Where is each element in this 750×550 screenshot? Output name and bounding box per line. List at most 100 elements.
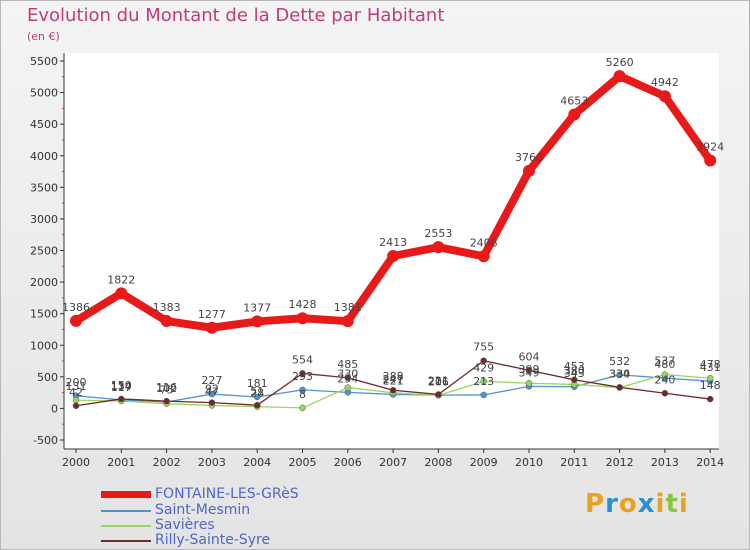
logo-letter: P (585, 489, 606, 519)
data-label: 330 (609, 368, 630, 381)
data-point (341, 315, 354, 328)
x-tick-label: 2006 (334, 456, 362, 469)
x-tick-label: 2003 (198, 456, 226, 469)
data-point (706, 395, 714, 403)
data-label: 47 (205, 385, 219, 398)
data-label: 51 (250, 385, 264, 398)
data-point (299, 370, 306, 377)
data-label: 5260 (606, 56, 634, 69)
data-label: 343 (564, 367, 585, 380)
data-label: 349 (519, 366, 540, 379)
data-label: 1277 (198, 308, 226, 321)
data-point (661, 371, 669, 378)
data-point (344, 374, 352, 382)
data-label: 75 (160, 384, 174, 397)
data-point (480, 378, 487, 385)
data-label: 4653 (560, 95, 588, 108)
data-point (661, 390, 669, 397)
data-label: 1377 (243, 301, 271, 314)
data-label: 227 (201, 374, 222, 387)
data-label: 485 (337, 358, 358, 371)
legend-swatch-saint-mesmin (101, 510, 151, 512)
data-point (253, 401, 261, 409)
data-point (480, 357, 487, 364)
data-point (480, 391, 487, 399)
x-tick-label: 2007 (379, 456, 407, 469)
data-point (299, 386, 306, 394)
data-point (432, 241, 445, 254)
data-label: 148 (700, 379, 721, 392)
data-label: 554 (292, 353, 313, 366)
data-label: 134 (111, 380, 132, 393)
legend-label-rilly: Rilly-Sainte-Syre (155, 532, 271, 548)
data-label: 537 (654, 354, 675, 367)
data-label: 3924 (696, 141, 724, 154)
data-point (118, 395, 125, 403)
data-label: 28 (250, 387, 264, 400)
data-point (205, 321, 218, 334)
data-label: 131 (66, 380, 87, 393)
logo-letter: t (665, 489, 679, 519)
data-label: 480 (654, 358, 675, 371)
y-tick-label: 1000 (30, 339, 58, 352)
data-label: 380 (564, 364, 585, 377)
proxiti-logo: Proxiti (585, 489, 689, 519)
logo-letter: o (618, 489, 638, 519)
data-label: 116 (156, 381, 177, 394)
legend-swatch-savieres (101, 525, 151, 527)
data-label: 221 (383, 374, 404, 387)
x-tick-label: 2004 (243, 456, 271, 469)
x-tick-label: 2001 (107, 456, 135, 469)
x-tick-label: 2008 (424, 456, 452, 469)
data-label: 2553 (424, 227, 452, 240)
y-tick-label: 0 (51, 402, 58, 415)
data-label: 42 (69, 386, 83, 399)
data-point (616, 384, 623, 391)
data-point (525, 367, 533, 374)
data-label: 4942 (651, 76, 679, 89)
data-label: 293 (292, 370, 313, 383)
x-tick-label: 2013 (651, 456, 679, 469)
x-tick-label: 2009 (470, 456, 498, 469)
data-point (435, 391, 442, 398)
data-label: 254 (337, 372, 358, 385)
data-label: 478 (700, 358, 721, 371)
data-label: 181 (247, 377, 268, 390)
y-tick-label: 500 (37, 371, 58, 384)
data-label: 117 (111, 381, 132, 394)
data-point (253, 393, 261, 401)
data-point (299, 404, 306, 412)
data-point (477, 250, 490, 263)
x-tick-label: 2012 (606, 456, 634, 469)
logo-letter: i (678, 489, 689, 519)
data-label: 240 (654, 373, 675, 386)
data-label: 150 (111, 379, 132, 392)
data-label: 288 (383, 370, 404, 383)
data-label: 1822 (107, 273, 135, 286)
logo-letter: x (637, 489, 656, 519)
y-tick-label: 5000 (30, 87, 58, 100)
legend-label-saint-mesmin: Saint-Mesmin (155, 502, 251, 518)
data-label: 604 (519, 350, 540, 363)
data-point (70, 314, 82, 327)
x-tick-label: 2014 (696, 456, 724, 469)
data-point (344, 384, 352, 391)
data-point (163, 397, 170, 405)
x-tick-label: 2000 (62, 456, 90, 469)
data-label: 429 (473, 361, 494, 374)
data-label: 211 (428, 375, 449, 388)
data-point (389, 386, 397, 394)
x-tick-label: 2010 (515, 456, 543, 469)
data-label: 102 (156, 382, 177, 395)
x-tick-label: 2002 (153, 456, 181, 469)
data-label: 206 (428, 375, 449, 388)
legend-swatch-fontaine (101, 491, 151, 498)
data-point (571, 376, 578, 384)
data-label: 399 (519, 363, 540, 376)
data-label: 2408 (470, 236, 498, 249)
data-point (296, 312, 309, 325)
x-tick-label: 2011 (560, 456, 588, 469)
data-label: 8 (299, 388, 306, 401)
data-point (616, 371, 623, 379)
